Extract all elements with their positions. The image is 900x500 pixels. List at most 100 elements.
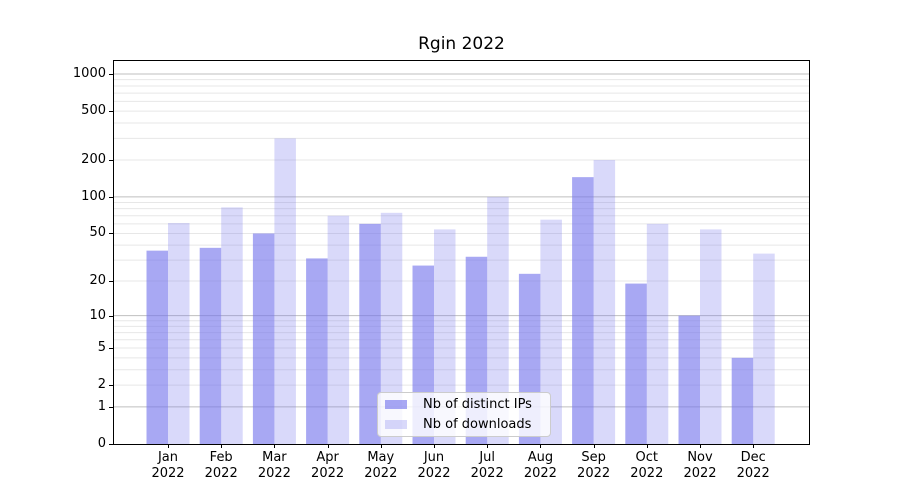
bar-ips-may: [359, 223, 381, 444]
bar-ips-jan: [146, 250, 168, 444]
x-tick-mark: [753, 444, 755, 448]
x-tick-month: Nov: [687, 450, 713, 465]
x-tick-year: 2022: [257, 465, 291, 481]
x-tick-label: Jun 2022: [402, 450, 466, 481]
y-tick-label: 0: [97, 436, 106, 451]
bar-downloads-apr: [327, 215, 350, 444]
legend-item-downloads: Nb of downloads: [378, 416, 550, 434]
bar-ips-mar: [252, 233, 275, 444]
x-tick-year: 2022: [151, 465, 185, 481]
x-tick-mark: [221, 444, 223, 448]
bar-downloads-mar: [274, 138, 296, 444]
y-axis: 0 1 2 5 10 20 50 100 200 500 1000: [0, 61, 106, 461]
x-tick-month: Aug: [527, 450, 554, 465]
y-tick-mark: [109, 233, 113, 235]
bar-downloads-jun: [434, 229, 456, 444]
x-tick-year: 2022: [470, 465, 504, 481]
bar-downloads-nov: [700, 229, 722, 444]
y-tick-mark: [109, 196, 113, 198]
x-tick-month: Oct: [635, 450, 659, 465]
x-tick-mark: [274, 444, 276, 448]
bar-downloads-sep: [593, 160, 616, 444]
legend-label-distinct-ips: Nb of distinct IPs: [423, 397, 532, 412]
x-tick-month: May: [367, 450, 395, 465]
x-tick-label: Jul 2022: [455, 450, 519, 481]
y-tick-mark: [109, 385, 113, 387]
x-tick-mark: [700, 444, 701, 448]
x-tick-month: Jun: [423, 450, 445, 465]
x-tick-label: Mar 2022: [242, 450, 306, 481]
x-tick-year: 2022: [204, 465, 238, 481]
y-tick-label: 200: [81, 152, 106, 168]
x-tick-month: Apr: [316, 450, 339, 465]
x-tick-label: Dec 2022: [721, 450, 785, 481]
bar-ips-feb: [199, 247, 222, 444]
x-tick-year: 2022: [630, 465, 664, 481]
x-tick-year: 2022: [523, 465, 557, 481]
chart-title: Rgin 2022: [418, 34, 505, 54]
x-tick-year: 2022: [736, 465, 770, 481]
chart-canvas: [114, 73, 809, 444]
bar-ips-nov: [678, 315, 700, 444]
legend-label-downloads: Nb of downloads: [423, 417, 532, 432]
bar-downloads-aug: [540, 219, 562, 444]
x-tick-mark: [540, 444, 542, 448]
y-tick-label: 5: [97, 340, 106, 356]
y-tick-mark: [109, 406, 113, 408]
x-tick-mark: [168, 444, 169, 448]
bar-downloads-oct: [646, 223, 669, 444]
x-tick-label: Apr 2022: [296, 450, 360, 481]
y-tick-mark: [109, 160, 113, 162]
x-tick-label: Jan 2022: [136, 450, 200, 481]
bar-ips-apr: [306, 258, 328, 444]
x-tick-mark: [434, 444, 435, 448]
bar-ips-oct: [625, 283, 647, 444]
plot-area: Nb of distinct IPs Nb of downloads: [113, 60, 810, 445]
x-tick-mark: [380, 444, 382, 448]
y-tick-mark: [109, 444, 113, 445]
x-tick-month: Mar: [262, 450, 287, 465]
x-tick-label: Nov 2022: [668, 450, 732, 481]
legend-swatch-downloads: [385, 420, 407, 429]
y-tick-mark: [109, 111, 113, 113]
x-tick-mark: [487, 444, 489, 448]
x-tick-month: Dec: [740, 450, 766, 465]
y-tick-label: 20: [89, 272, 106, 288]
bar-downloads-dec: [753, 253, 775, 444]
x-tick-label: Feb 2022: [189, 450, 253, 481]
y-tick-mark: [109, 74, 113, 76]
y-tick-label: 100: [81, 188, 106, 204]
x-tick-month: Jul: [479, 450, 496, 465]
y-tick-mark: [109, 348, 113, 350]
y-tick-mark: [109, 280, 113, 282]
bar-downloads-jan: [168, 222, 190, 444]
x-tick-label: Oct 2022: [615, 450, 679, 481]
y-tick-label: 1: [97, 398, 106, 414]
x-tick-label: Sep 2022: [562, 450, 626, 481]
x-tick-mark: [327, 444, 329, 448]
y-tick-label: 10: [89, 307, 106, 323]
y-tick-mark: [109, 315, 113, 317]
x-tick-month: Sep: [581, 450, 606, 465]
y-tick-label: 1000: [72, 66, 106, 82]
legend-item-distinct-ips: Nb of distinct IPs: [378, 396, 550, 414]
bar-downloads-may: [380, 212, 403, 444]
y-tick-label: 2: [97, 377, 106, 393]
bar-downloads-feb: [221, 207, 243, 444]
x-tick-year: 2022: [417, 465, 451, 481]
y-tick-label: 50: [89, 225, 106, 241]
x-tick-year: 2022: [311, 465, 345, 481]
y-tick-label: 500: [81, 103, 106, 119]
bar-downloads-jul: [487, 196, 509, 444]
bar-ips-sep: [572, 177, 594, 444]
x-axis: Jan 2022 Feb 2022 Mar 2022 Apr 2022 May 2022 Jun 20…: [114, 450, 809, 494]
x-tick-year: 2022: [364, 465, 398, 481]
x-tick-mark: [646, 444, 648, 448]
bar-ips-dec: [731, 357, 754, 444]
x-tick-label: May 2022: [349, 450, 413, 481]
x-tick-month: Jan: [157, 450, 179, 465]
legend: Nb of distinct IPs Nb of downloads: [377, 392, 551, 437]
x-tick-label: Aug 2022: [508, 450, 572, 481]
x-tick-year: 2022: [683, 465, 717, 481]
